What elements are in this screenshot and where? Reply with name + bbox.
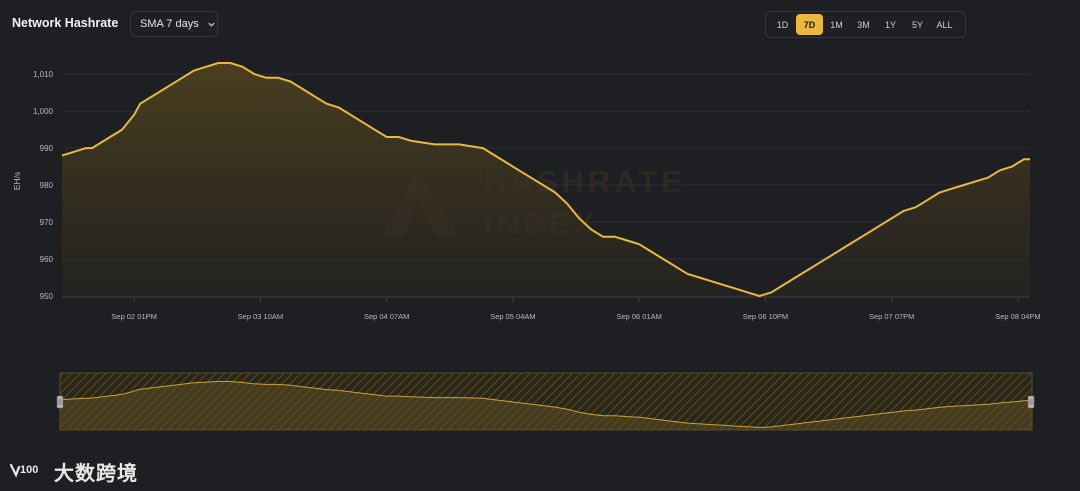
x-tick-label: Sep 07 07PM — [869, 312, 914, 321]
range-button-3m[interactable]: 3M — [857, 19, 870, 30]
navigator-handle-left[interactable] — [56, 395, 64, 409]
x-tick-label: Sep 03 10AM — [238, 312, 283, 321]
hashrate-chart: HASHRATE INDEX 9509609709809901,0001,010… — [12, 62, 1041, 321]
x-tick-label: Sep 06 10PM — [743, 312, 788, 321]
y-axis-label: EH/s — [12, 172, 22, 190]
range-navigator[interactable] — [0, 368, 1080, 434]
x-tick-label: Sep 02 01PM — [111, 312, 156, 321]
range-button-1y[interactable]: 1Y — [884, 19, 896, 30]
brand-name: 大数跨境 — [54, 463, 138, 485]
x-tick-label: Sep 04 07AM — [364, 312, 409, 321]
navigator-handle-right[interactable] — [1027, 395, 1035, 409]
range-button-1d[interactable]: 1D — [776, 19, 789, 30]
range-button-5y[interactable]: 5Y — [911, 19, 923, 30]
x-tick-label: Sep 06 01AM — [616, 312, 661, 321]
sma-period-select[interactable]: SMA 7 days — [130, 11, 218, 37]
y-tick-label: 980 — [40, 181, 54, 190]
x-axis: Sep 02 01PM Sep 03 10AM Sep 04 07AM Sep 05 … — [111, 297, 1041, 321]
y-tick-label: 1,000 — [33, 107, 54, 116]
brand-logo-mark: 100 — [20, 464, 38, 476]
range-button-all[interactable]: ALL — [936, 19, 953, 30]
sma-period-value: SMA 7 days — [140, 18, 199, 30]
y-axis: 950 960 970 980 990 1,000 1,010 — [33, 70, 54, 301]
brand-logo-icon: 100 — [9, 463, 38, 478]
x-tick-label: Sep 05 04AM — [490, 312, 535, 321]
range-button-1m[interactable]: 1M — [830, 19, 843, 30]
footer-watermark: 100 大数跨境 — [8, 457, 138, 486]
hashrate-area — [62, 63, 1030, 296]
navigator-line — [59, 381, 1032, 429]
time-range-selector: 1D 7D 1M 3M 1Y 5Y ALL — [765, 11, 966, 38]
y-tick-label: 960 — [40, 255, 54, 264]
navigator-area — [60, 381, 1032, 430]
range-button-7d[interactable]: 7D — [796, 14, 823, 35]
hashrate-line — [61, 62, 1030, 297]
chevron-down-icon — [208, 22, 215, 27]
page-title: Network Hashrate — [12, 16, 119, 30]
y-tick-label: 1,010 — [33, 70, 54, 79]
x-tick-label: Sep 08 04PM — [995, 312, 1040, 321]
y-tick-label: 990 — [40, 144, 54, 153]
y-tick-label: 970 — [40, 218, 54, 227]
y-tick-label: 950 — [40, 292, 54, 301]
